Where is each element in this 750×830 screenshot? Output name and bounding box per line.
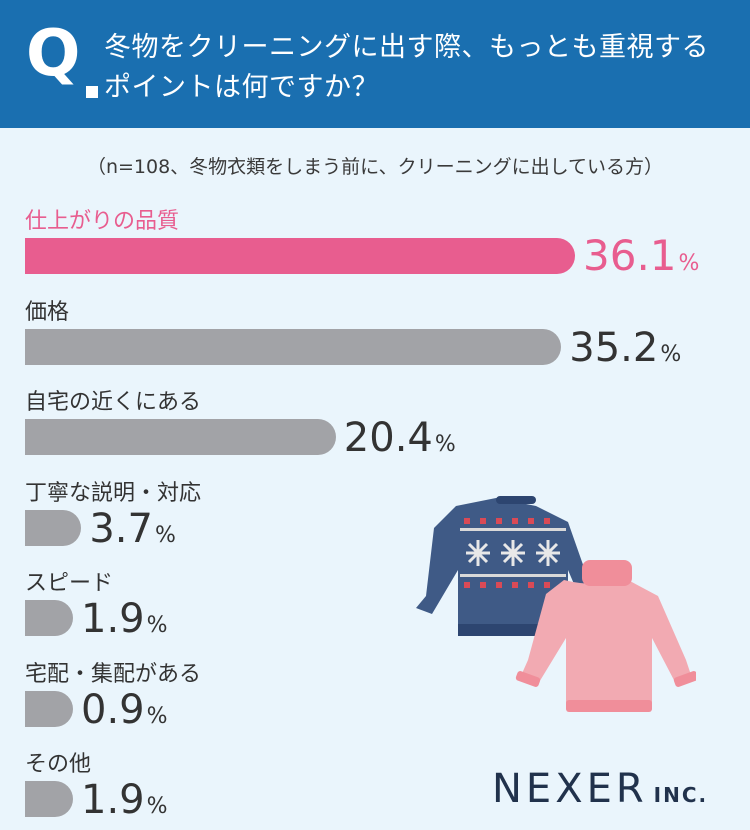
value-label: 0.9% [81, 690, 168, 730]
brand-suffix: INC. [653, 783, 709, 807]
bar [25, 419, 336, 455]
value-unit: % [146, 613, 168, 638]
sweaters-illustration [416, 496, 696, 712]
category-label: 丁寧な説明・対応 [25, 480, 202, 506]
bar [25, 600, 73, 636]
value-unit: % [146, 703, 168, 729]
nexer-logo: NEXER INC. [492, 766, 708, 812]
q-mark: Q [26, 17, 81, 91]
value-number: 1.9 [81, 596, 145, 642]
category-label: 自宅の近くにある [25, 390, 202, 415]
category-label: 価格 [25, 299, 70, 325]
bar [25, 238, 575, 274]
category-label: 仕上がりの品質 [25, 209, 180, 234]
bar [25, 328, 562, 365]
category-label: 宅配・集配がある [25, 661, 202, 687]
bar [25, 781, 73, 817]
value-label: 1.9% [81, 780, 168, 820]
category-label: その他 [25, 752, 92, 777]
question-text: 冬物をクリーニングに出す際、もっとも重視するポイントは何ですか？ [104, 32, 709, 103]
value-label: 3.7% [89, 509, 176, 549]
value-unit: % [434, 432, 456, 457]
value-number: 3.7 [89, 505, 153, 552]
value-unit: % [146, 794, 168, 819]
value-unit: % [154, 522, 176, 548]
q-dot [86, 86, 98, 98]
bar [25, 509, 82, 546]
value-label: 1.9% [81, 599, 168, 639]
category-label: スピード [25, 571, 114, 596]
value-number: 36.1 [583, 231, 677, 280]
value-label: 36.1% [583, 235, 699, 277]
question-header: Q 冬物をクリーニングに出す際、もっとも重視するポイントは何ですか？ [0, 0, 750, 128]
bar [25, 690, 73, 727]
value-unit: % [660, 341, 682, 367]
value-label: 35.2% [569, 328, 681, 368]
brand-name: NEXER [492, 766, 648, 812]
value-label: 20.4% [344, 418, 456, 458]
pink-turtleneck-icon [515, 560, 696, 712]
value-number: 1.9 [81, 777, 145, 823]
sample-note: （n=108、冬物衣類をしまう前に、クリーニングに出している方） [86, 156, 664, 178]
value-number: 20.4 [343, 415, 433, 461]
value-number: 0.9 [81, 686, 145, 733]
value-unit: % [678, 251, 700, 276]
value-number: 35.2 [569, 324, 659, 371]
